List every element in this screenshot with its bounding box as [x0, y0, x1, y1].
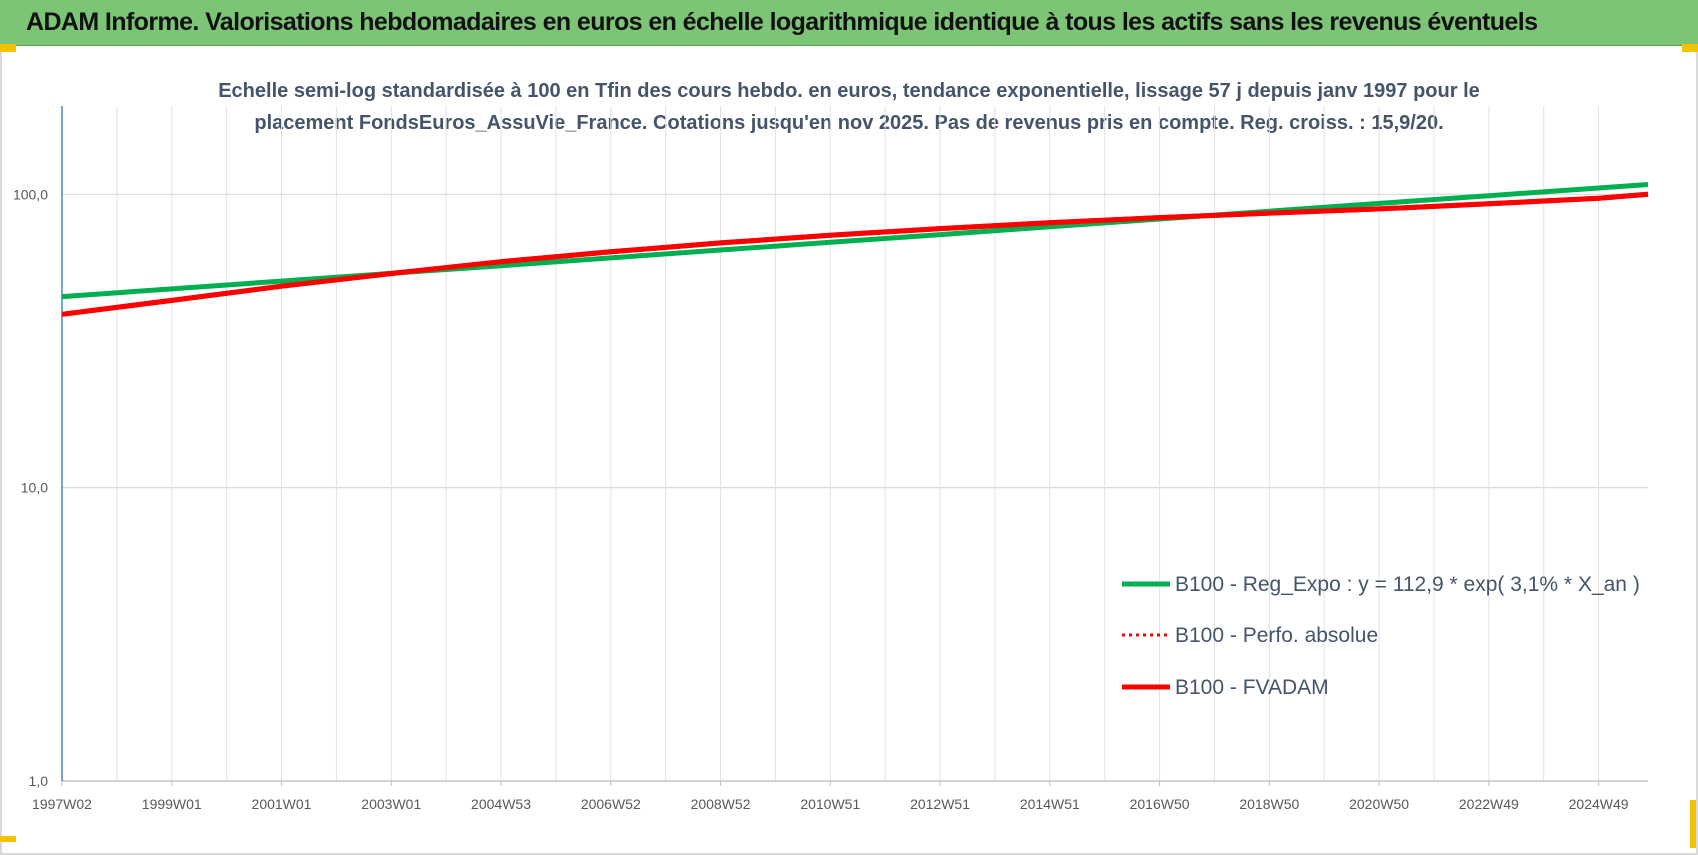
- corner-mark-top-right: [1682, 44, 1698, 52]
- series-line-0: [61, 182, 1649, 300]
- x-tick-label: 2014W51: [1020, 796, 1080, 812]
- y-tick-label: 10,0: [21, 480, 48, 496]
- series-line-1: [61, 192, 1649, 316]
- legend: B100 - Reg_Expo : y = 112,9 * exp( 3,1% …: [1122, 573, 1640, 699]
- series-line-2: [61, 191, 1649, 317]
- y-tick-label: 1,0: [29, 773, 49, 789]
- x-tick-label: 2001W01: [252, 796, 312, 812]
- axes: 1,0 10,0 100,0 1997W02 1999W01 2001W01 2003W01…: [13, 106, 1648, 812]
- x-tick-label: 2003W01: [361, 796, 421, 812]
- x-tick-label: 2020W50: [1349, 796, 1409, 812]
- chart-title-line-1: Echelle semi-log standardisée à 100 en T…: [218, 80, 1480, 102]
- x-tick-label: 2004W53: [471, 796, 531, 812]
- x-tick-label: 2012W51: [910, 796, 970, 812]
- y-tick-label: 100,0: [13, 186, 48, 202]
- x-tick-label: 1999W01: [142, 796, 202, 812]
- x-tick-label: 2024W49: [1569, 796, 1629, 812]
- chart-title-line-2: placement FondsEuros_AssuVie_France. Cot…: [254, 112, 1443, 134]
- gridlines: [62, 106, 1648, 782]
- legend-label-2: B100 - FVADAM: [1175, 676, 1329, 699]
- corner-mark-bottom-left: [0, 836, 16, 842]
- x-tick-label: 2008W52: [691, 796, 751, 812]
- plot-series: [61, 182, 1649, 317]
- banner-title: ADAM Informe. Valorisations hebdomadaire…: [26, 8, 1538, 36]
- legend-label-1: B100 - Perfo. absolue: [1175, 624, 1378, 647]
- corner-mark-top-left: [0, 44, 16, 52]
- title-banner: ADAM Informe. Valorisations hebdomadaire…: [0, 0, 1698, 46]
- legend-label-0: B100 - Reg_Expo : y = 112,9 * exp( 3,1% …: [1175, 573, 1640, 596]
- x-tick-label: 1997W02: [32, 796, 92, 812]
- chart-frame: [0, 46, 1698, 855]
- x-tick-label: 2022W49: [1459, 796, 1519, 812]
- x-tick-label: 2006W52: [581, 796, 641, 812]
- series-line-fvadam-top: [61, 191, 1649, 317]
- corner-mark-bottom-right: [1690, 800, 1696, 848]
- x-tick-label: 2018W50: [1239, 796, 1299, 812]
- x-tick-label: 2016W50: [1130, 796, 1190, 812]
- x-tick-label: 2010W51: [800, 796, 860, 812]
